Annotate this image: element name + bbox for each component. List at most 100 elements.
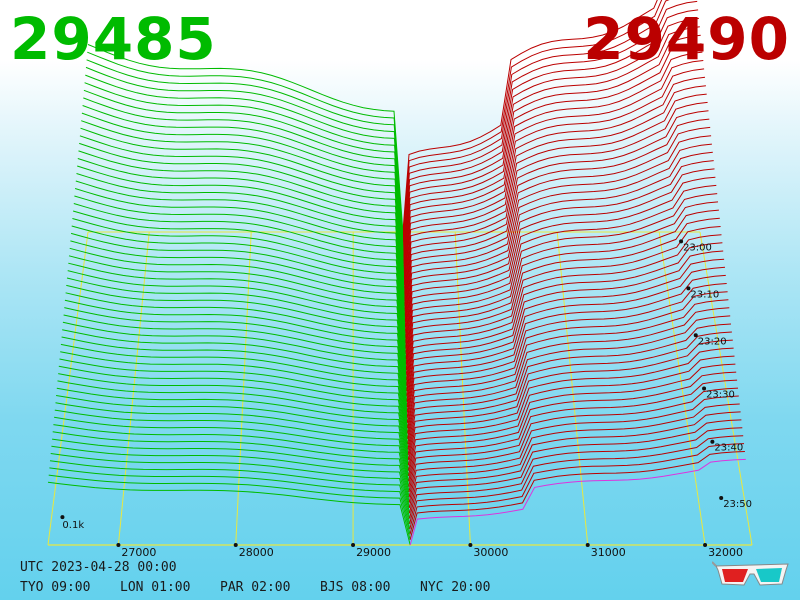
bid-depth-line <box>67 270 408 392</box>
bid-depth-line <box>48 474 411 540</box>
ask-depth-line <box>406 226 721 392</box>
ask-depth-line <box>404 135 712 333</box>
x-tick-label: 29000 <box>356 546 391 559</box>
bid-depth-line <box>79 142 405 302</box>
time-tick-label: 23:50 <box>723 499 752 510</box>
bid-depth-line <box>54 409 410 492</box>
ask-depth-line <box>406 217 720 386</box>
ask-depth-line <box>403 34 701 270</box>
ask-depth-line <box>405 168 715 355</box>
time-tick-mark <box>719 496 724 501</box>
ask-depth-line <box>409 458 746 546</box>
utc-time: UTC 2023-04-28 00:00 <box>20 560 177 575</box>
ask-depth-line <box>409 435 744 530</box>
x-tick-label: 30000 <box>473 546 508 559</box>
ask-depth-line <box>407 307 730 445</box>
bid-depth-line <box>69 247 407 376</box>
ask-depth-line <box>405 160 714 349</box>
bid-depth-line <box>81 112 405 280</box>
ask-depth-line <box>408 379 738 492</box>
timezone-par: PAR 02:00 <box>220 580 291 595</box>
bid-depth-line <box>62 329 409 434</box>
bid-depth-line <box>50 453 411 524</box>
ask-depth-line <box>403 51 703 280</box>
bid-depth-line <box>65 292 408 408</box>
ask-depth-line <box>404 126 711 328</box>
bid-depth-line <box>83 89 405 264</box>
bid-depth-line <box>81 120 405 286</box>
bid-depth-line <box>77 165 406 317</box>
bid-depth-line <box>78 150 406 307</box>
chart-labels: 27000 28000 29000 30000 31000 32000 23:00 23:10… <box>60 239 752 559</box>
time-tick-mark <box>710 439 715 444</box>
timezone-bjs: BJS 08:00 <box>320 580 391 595</box>
bid-depth-line <box>49 460 411 530</box>
ask-depth-line <box>408 387 739 498</box>
ask-depth-line <box>409 419 742 519</box>
bid-depth-line <box>74 188 406 333</box>
3d-glasses-icon[interactable] <box>712 558 792 590</box>
ask-depth-line <box>409 443 745 535</box>
bid-depth-line <box>66 284 408 402</box>
time-tick-label: 23:00 <box>683 242 712 253</box>
ask-depth-line <box>408 371 737 487</box>
x-tick-mark <box>116 543 121 547</box>
bid-depth-line <box>56 387 410 477</box>
x-tick-mark <box>351 543 356 547</box>
ask-depth-line <box>403 26 700 264</box>
x-tick-mark <box>703 543 708 547</box>
bid-depth-line <box>47 481 411 546</box>
ask-depth-line <box>402 0 670 243</box>
time-tick-mark <box>686 286 691 291</box>
bid-depth-line <box>52 431 410 508</box>
time-tick-label: 23:30 <box>706 390 735 401</box>
ask-depth-line <box>406 258 725 413</box>
ask-depth-line <box>406 274 726 424</box>
x-tick-label: 31000 <box>591 546 626 559</box>
z-tick-mark <box>60 515 65 520</box>
bid-depth-line <box>70 240 407 370</box>
ask-depth-line <box>405 193 718 370</box>
x-tick-label: 28000 <box>239 546 274 559</box>
ask-depth-line <box>407 331 732 461</box>
ask-depth-line <box>403 76 706 296</box>
ask-depth-line <box>407 299 729 439</box>
x-tick-mark <box>585 543 590 547</box>
ask-depth-line <box>404 85 706 302</box>
bid-depth-line <box>71 225 407 360</box>
bid-depth-line <box>56 395 410 482</box>
bid-depth-line <box>57 380 409 471</box>
bid-depth-line <box>76 173 406 323</box>
bid-depth-line <box>59 358 409 455</box>
timezone-lon: LON 01:00 <box>120 580 191 595</box>
timezone-nyc: NYC 20:00 <box>420 580 491 595</box>
bid-depth-line <box>51 445 411 519</box>
bid-depth-line <box>55 402 410 487</box>
grid-price-line <box>117 231 150 546</box>
bid-depth-line <box>61 336 409 439</box>
bid-depth-line <box>63 314 408 424</box>
ask-depth-line <box>402 9 699 254</box>
ask-depth-line <box>406 250 724 408</box>
ask-depth-line <box>405 184 717 365</box>
bid-depth-line <box>49 467 411 535</box>
ask-depth-line <box>408 355 735 477</box>
ask-depth-line <box>408 403 740 509</box>
bid-depth-line <box>60 351 409 450</box>
bid-depth-line <box>60 343 409 445</box>
grid-price-line <box>235 231 252 546</box>
ask-depth-line <box>408 395 739 503</box>
ask-depth-line <box>405 176 716 360</box>
ask-depth-line <box>405 209 719 381</box>
chart-series <box>47 0 746 546</box>
time-tick-label: 23:20 <box>698 336 727 347</box>
chart-grid <box>47 231 753 546</box>
x-tick-mark <box>233 543 238 547</box>
time-tick-mark <box>702 386 707 391</box>
grid-left-edge <box>47 231 89 546</box>
bid-depth-line <box>85 66 404 248</box>
bid-depth-line <box>72 210 407 349</box>
x-tick-label: 32000 <box>708 546 743 559</box>
bid-depth-line <box>52 438 410 514</box>
ask-depth-line <box>402 0 663 238</box>
